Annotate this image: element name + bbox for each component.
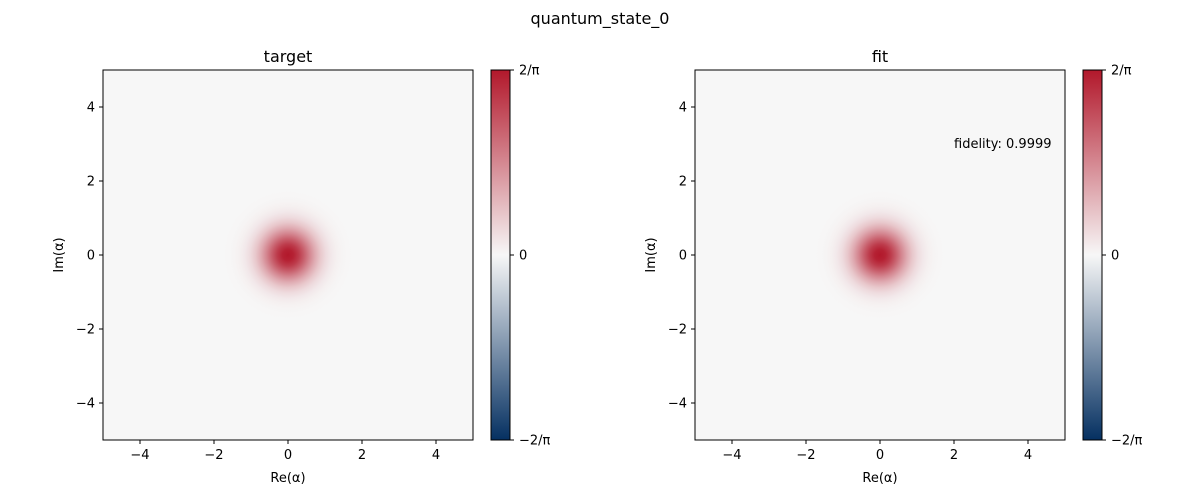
panel-0: −4 −2 0 2 4 −4 −2 0 2 4 Re(α) Im(α) target 2/π 0 −2/π <box>52 47 551 486</box>
x-axis-label: Re(α) <box>270 471 305 486</box>
y-tick-label: 4 <box>87 101 95 116</box>
x-tick-label: 2 <box>950 448 958 463</box>
y-tick-label: −4 <box>668 397 687 412</box>
colorbar-tick-label: 0 <box>1111 249 1119 264</box>
y-tick-label: −2 <box>668 323 687 338</box>
y-tick-label: 4 <box>679 101 687 116</box>
x-tick-label: −2 <box>204 448 223 463</box>
x-tick-label: 0 <box>284 448 292 463</box>
colorbar-tick-label: 0 <box>519 249 527 264</box>
x-tick-label: 4 <box>1024 448 1032 463</box>
x-tick-label: −4 <box>130 448 149 463</box>
colorbar <box>1083 70 1102 440</box>
x-tick-label: 2 <box>358 448 366 463</box>
x-tick-label: 0 <box>876 448 884 463</box>
y-axis-label: Im(α) <box>644 237 659 272</box>
colorbar-tick-label: 2/π <box>1111 64 1132 79</box>
wigner-blob <box>223 190 353 320</box>
y-tick-label: 2 <box>679 175 687 190</box>
colorbar-tick-label: 2/π <box>519 64 540 79</box>
colorbar-tick-label: −2/π <box>519 434 551 449</box>
y-tick-label: −2 <box>76 323 95 338</box>
panel-1: −4 −2 0 2 4 −4 −2 0 2 4 Re(α) Im(α) fit fidelity: 0.9… <box>644 47 1143 486</box>
y-tick-label: −4 <box>76 397 95 412</box>
x-tick-label: 4 <box>432 448 440 463</box>
panel-title: fit <box>872 47 888 66</box>
fidelity-annotation: fidelity: 0.9999 <box>954 137 1052 152</box>
y-tick-label: 2 <box>87 175 95 190</box>
y-axis-label: Im(α) <box>52 237 67 272</box>
figure-suptitle: quantum_state_0 <box>531 9 670 29</box>
wigner-blob <box>815 190 945 320</box>
colorbar <box>491 70 510 440</box>
panel-title: target <box>264 47 313 66</box>
colorbar-tick-label: −2/π <box>1111 434 1143 449</box>
y-tick-label: 0 <box>87 249 95 264</box>
y-tick-label: 0 <box>679 249 687 264</box>
x-tick-label: −2 <box>796 448 815 463</box>
x-tick-label: −4 <box>722 448 741 463</box>
x-axis-label: Re(α) <box>862 471 897 486</box>
